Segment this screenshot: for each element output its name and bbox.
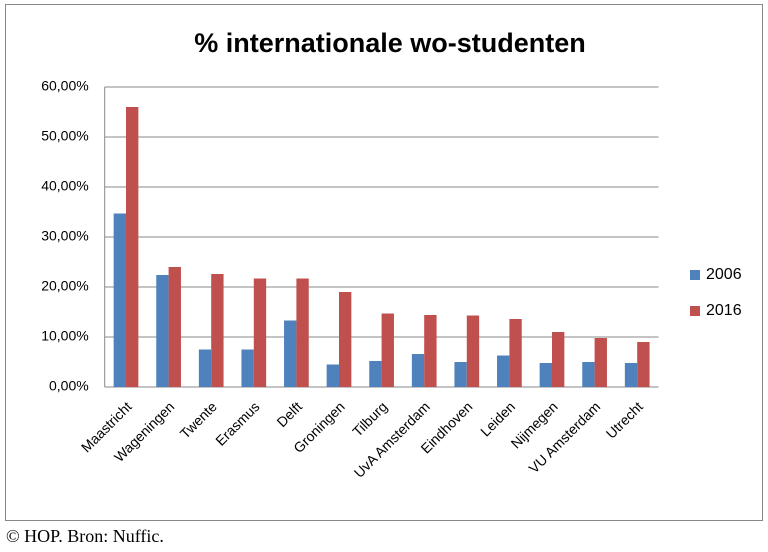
y-tick-label: 30,00%	[41, 228, 88, 244]
bar	[424, 315, 437, 387]
bar	[126, 107, 139, 387]
bar	[509, 319, 522, 387]
legend-swatch	[690, 270, 700, 280]
y-tick-label: 0,00%	[49, 378, 89, 394]
bar	[113, 213, 126, 387]
y-tick-label: 60,00%	[41, 78, 88, 94]
bar	[198, 349, 212, 387]
bar	[211, 274, 224, 387]
bar	[296, 278, 309, 387]
bar	[369, 361, 382, 387]
bar	[168, 267, 181, 387]
bar	[156, 275, 169, 387]
y-tick-label: 20,00%	[41, 278, 88, 294]
legend-swatch	[690, 306, 700, 316]
bar	[594, 338, 607, 387]
bar	[552, 332, 565, 387]
bar	[454, 362, 467, 387]
y-tick-label: 10,00%	[41, 328, 88, 344]
bar	[339, 292, 352, 387]
bar	[411, 354, 425, 387]
bar	[241, 349, 254, 387]
y-tick-label: 50,00%	[41, 128, 88, 144]
y-tick-label: 40,00%	[41, 178, 88, 194]
bar	[381, 313, 394, 387]
chart-title: % internationale wo-studenten	[194, 28, 586, 58]
bar	[253, 278, 267, 387]
bar	[624, 363, 638, 387]
bar	[637, 342, 650, 387]
bar	[466, 315, 480, 387]
bar	[284, 320, 297, 387]
bar	[497, 355, 510, 387]
bar	[582, 362, 595, 387]
legend-label: 2006	[706, 266, 742, 283]
bar	[326, 364, 339, 387]
bar	[539, 363, 552, 387]
legend-label: 2016	[706, 302, 742, 319]
caption: © HOP. Bron: Nuffic.	[6, 526, 164, 546]
